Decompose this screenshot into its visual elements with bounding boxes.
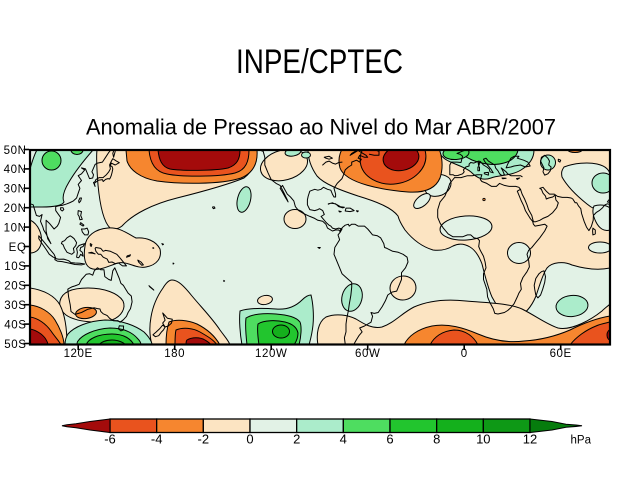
- svg-text:10N: 10N: [4, 222, 27, 234]
- svg-text:60E: 60E: [550, 348, 572, 360]
- svg-text:20S: 20S: [4, 281, 26, 293]
- svg-text:8: 8: [433, 432, 440, 447]
- svg-text:0: 0: [246, 432, 253, 447]
- svg-text:30N: 30N: [4, 184, 27, 196]
- svg-text:hPa: hPa: [571, 435, 592, 447]
- svg-text:-2: -2: [198, 432, 210, 447]
- svg-text:-6: -6: [104, 432, 116, 447]
- svg-text:30S: 30S: [4, 300, 26, 312]
- svg-text:6: 6: [386, 432, 393, 447]
- svg-text:20N: 20N: [4, 203, 27, 215]
- svg-text:50N: 50N: [4, 145, 27, 157]
- svg-text:EQ: EQ: [9, 242, 27, 254]
- svg-text:120W: 120W: [255, 348, 287, 360]
- svg-text:180: 180: [164, 348, 185, 360]
- svg-text:40S: 40S: [4, 319, 26, 331]
- svg-text:Anomalia de Pressao ao Nivel d: Anomalia de Pressao ao Nivel do Mar ABR/…: [86, 115, 556, 140]
- svg-text:10: 10: [476, 432, 490, 447]
- svg-text:60W: 60W: [355, 348, 380, 360]
- svg-text:4: 4: [340, 432, 347, 447]
- svg-text:2: 2: [293, 432, 300, 447]
- svg-text:12: 12: [523, 432, 537, 447]
- svg-text:40N: 40N: [4, 164, 27, 176]
- svg-text:-4: -4: [151, 432, 163, 447]
- svg-text:INPE/CPTEC: INPE/CPTEC: [236, 43, 403, 81]
- svg-text:120E: 120E: [64, 348, 93, 360]
- svg-text:10S: 10S: [4, 261, 26, 273]
- svg-text:50S: 50S: [4, 339, 26, 351]
- svg-text:0: 0: [461, 348, 468, 360]
